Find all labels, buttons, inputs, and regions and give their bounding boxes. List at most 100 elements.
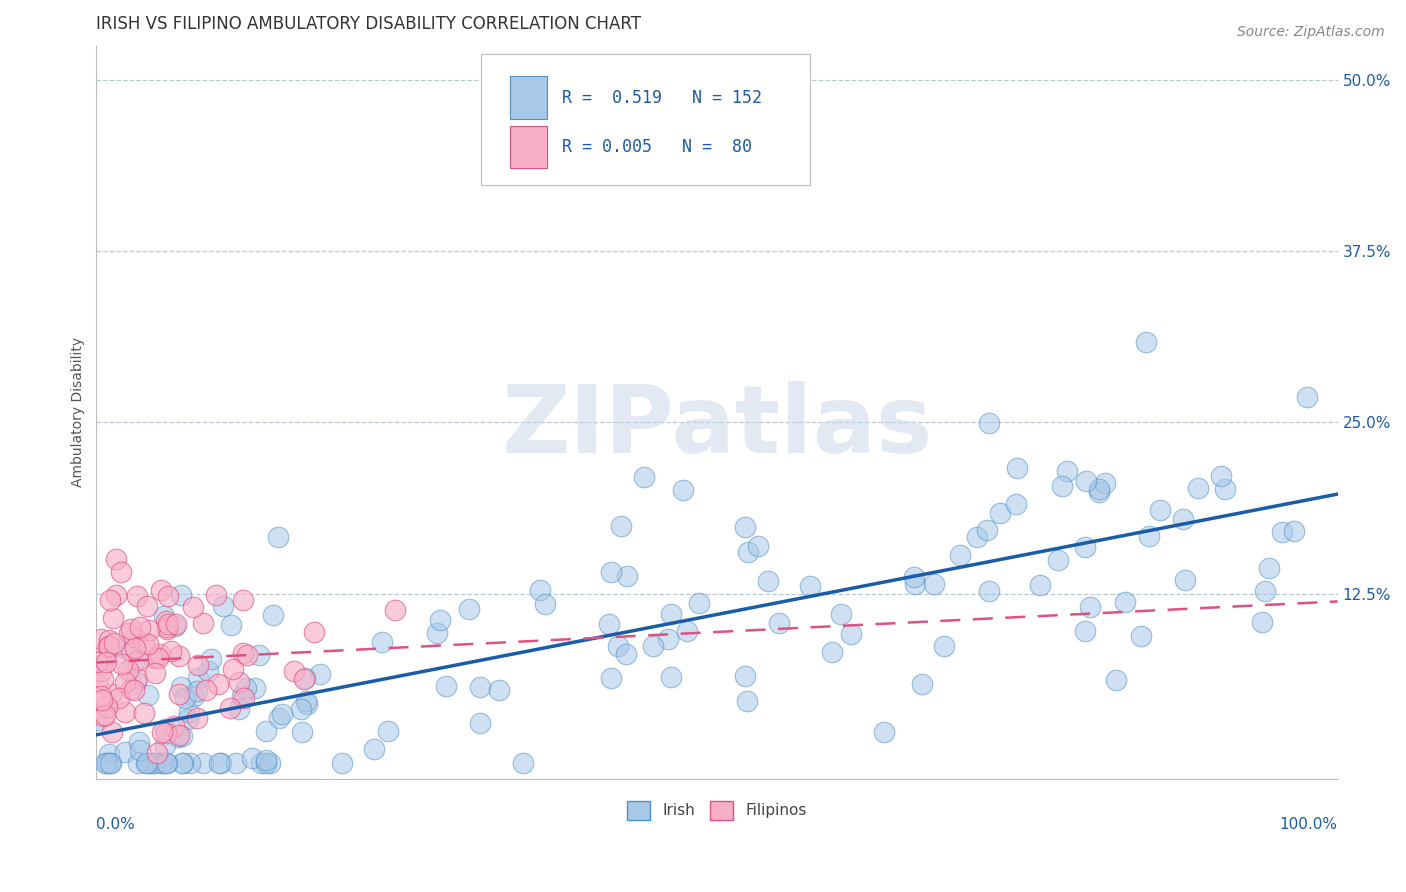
Point [155,739,177,753]
Point [676,624,699,639]
Point [186,711,208,725]
Point [830,607,852,622]
Point [200,651,222,665]
Point [125,675,148,690]
Point [90,690,112,704]
Point [247,648,270,663]
Point [1282,524,1305,538]
Point [600,565,623,579]
Point [120,622,142,636]
Point [267,711,290,725]
Point [291,725,314,739]
Point [245,681,267,695]
Point [156,756,179,771]
Point [118,625,141,640]
Point [1254,583,1277,598]
Point [911,677,934,691]
Point [292,673,315,687]
Point [839,627,862,641]
Point [100,688,122,702]
Point [98,756,121,771]
Point [120,681,142,696]
Point [211,599,233,613]
Point [107,690,129,705]
Point [179,705,201,719]
Point [1135,335,1157,350]
Point [434,679,457,693]
Point [302,624,325,639]
Point [1149,503,1171,517]
Point [747,539,769,553]
Point [1047,552,1070,566]
Point [120,644,142,658]
Point [153,608,176,623]
Text: 100.0%: 100.0% [1279,817,1337,832]
Point [179,756,201,771]
Point [124,655,146,669]
Point [976,523,998,537]
Point [979,583,1001,598]
Point [232,592,254,607]
Text: IRISH VS FILIPINO AMBULATORY DISABILITY CORRELATION CHART: IRISH VS FILIPINO AMBULATORY DISABILITY … [97,15,641,33]
Point [949,548,972,562]
Point [228,675,250,690]
Point [231,689,253,703]
Point [143,665,166,680]
Point [468,680,491,694]
Point [688,596,710,610]
Point [97,640,120,654]
Point [150,756,173,771]
Point [254,753,277,767]
Point [125,671,148,685]
Point [169,587,191,601]
Point [124,640,146,655]
Point [1078,599,1101,614]
Point [659,670,682,684]
Point [330,756,353,771]
Point [132,706,155,720]
Text: ZIPatlas: ZIPatlas [502,381,932,473]
Point [228,702,250,716]
Point [141,756,163,771]
Point [309,667,332,681]
Point [633,469,655,483]
Point [146,746,169,760]
Point [208,756,231,771]
Point [1295,391,1317,405]
Point [157,590,180,604]
Point [1174,573,1197,587]
Bar [510,77,547,119]
Point [135,756,157,770]
Point [167,728,190,742]
Point [90,692,112,706]
Point [111,657,134,671]
Point [150,756,173,771]
Point [101,724,124,739]
Point [283,664,305,678]
Point [91,709,114,723]
Point [1251,615,1274,629]
Point [165,616,187,631]
Text: R =  0.519   N = 152: R = 0.519 N = 152 [562,88,762,107]
Point [458,602,481,616]
Point [139,756,162,771]
Point [128,735,150,749]
Point [187,657,209,672]
Point [157,616,180,631]
Point [468,716,491,731]
Point [758,574,780,588]
Point [103,611,125,625]
Point [1052,479,1074,493]
Point [363,742,385,756]
Text: R = 0.005   N =  80: R = 0.005 N = 80 [562,137,752,156]
Point [672,483,695,497]
Point [1187,481,1209,495]
Point [903,570,925,584]
Point [1056,464,1078,478]
Point [191,756,214,771]
Point [172,756,194,771]
Point [135,599,157,613]
Point [873,724,896,739]
Point [235,681,257,695]
Point [91,672,114,686]
